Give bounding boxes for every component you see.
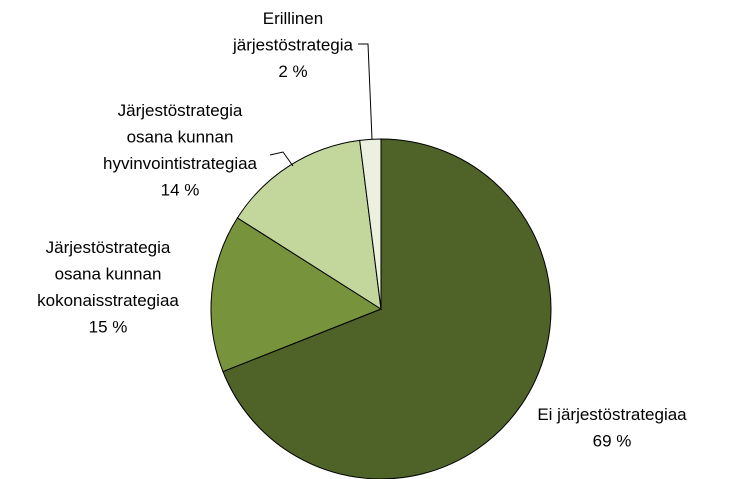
slice-label-line: Ei järjestöstrategiaa — [537, 405, 687, 424]
slices — [210, 138, 552, 479]
pie-slice — [222, 138, 552, 479]
leader-line — [358, 43, 373, 140]
slice-label-line: kokonaisstrategiaa — [37, 291, 179, 310]
slice-label: Järjestöstrategia osana kunnan kokonaisstr… — [37, 238, 179, 337]
value-label: 14 % — [161, 181, 200, 200]
slice-label-line: Erillinen — [263, 9, 323, 28]
slice-label-line: osana kunnan — [55, 265, 162, 284]
slice-label-line: Järjestöstrategia — [46, 238, 171, 257]
leader-line — [269, 151, 294, 167]
value-label: 69 % — [593, 432, 632, 451]
value-label: 2 % — [278, 62, 307, 81]
slice-label-line: järjestöstrategia — [232, 36, 354, 55]
slice-label: Järjestöstrategia osana kunnan hyvinvointi… — [103, 101, 258, 200]
pie-slice — [210, 217, 383, 373]
value-label: 15 % — [89, 318, 128, 337]
slice-label-line: osana kunnan — [127, 128, 234, 147]
slice-label: Ei järjestöstrategiaa 69 % — [537, 405, 687, 451]
slice-label-line: Järjestöstrategia — [118, 101, 243, 120]
pie-slice — [236, 139, 382, 310]
pie-slice — [359, 138, 382, 310]
slice-label-line: hyvinvointistrategiaa — [103, 154, 258, 173]
slice-label: Erillinen järjestöstrategia 2 % — [232, 9, 354, 81]
